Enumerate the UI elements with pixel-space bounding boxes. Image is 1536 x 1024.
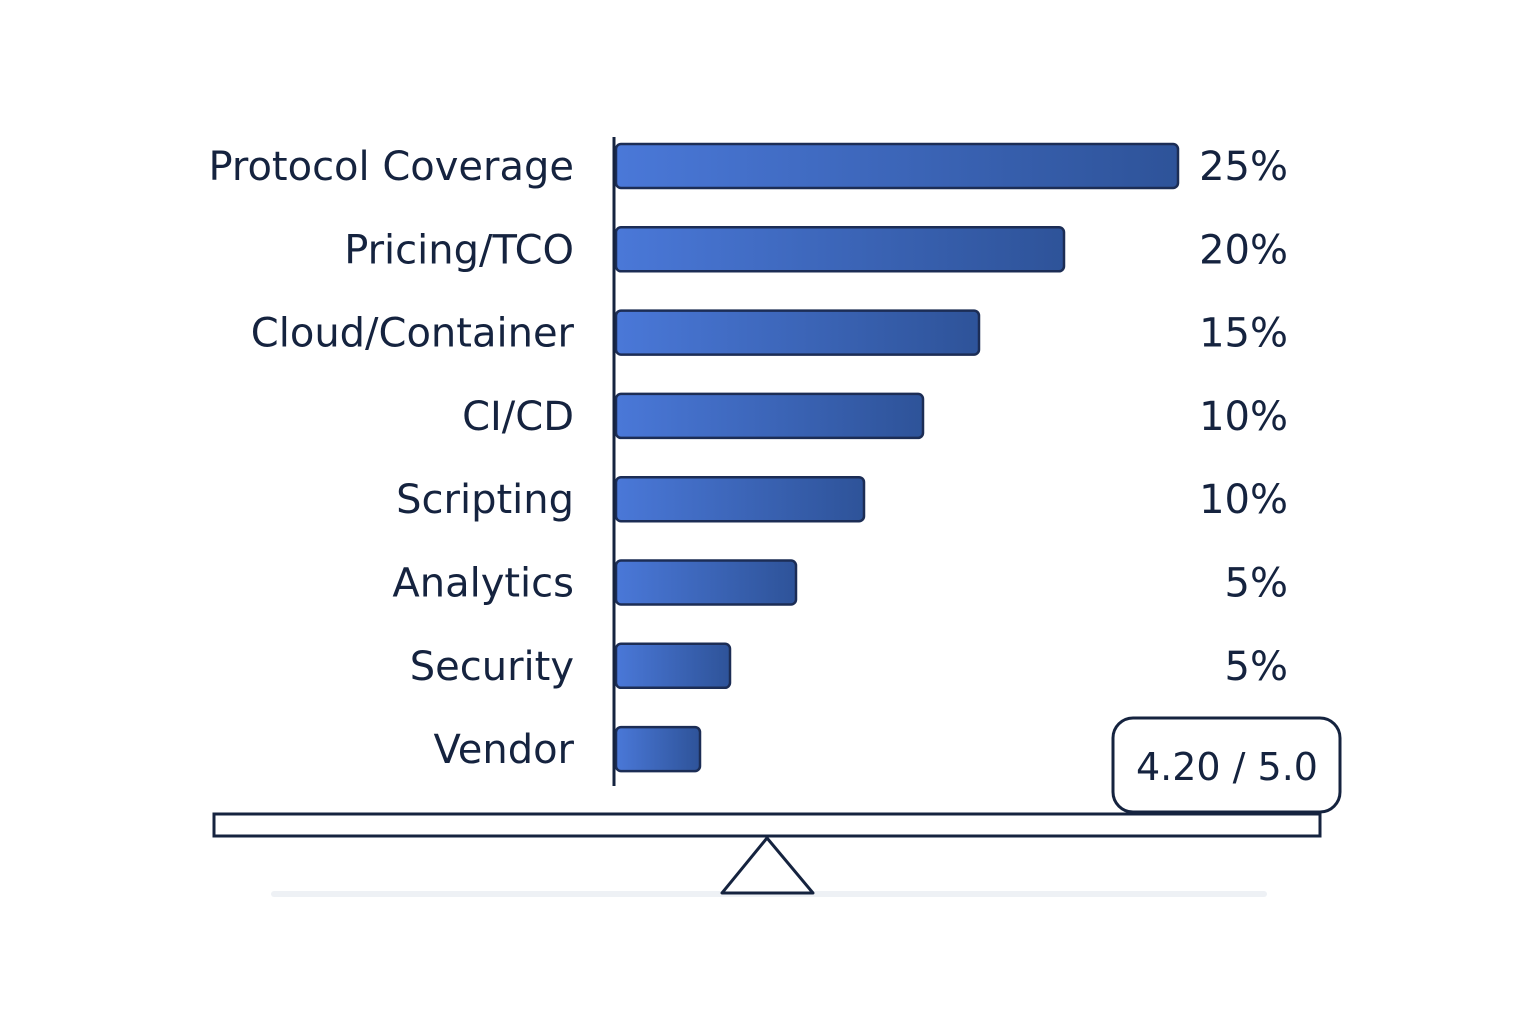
category-label: Protocol Coverage [208, 144, 574, 190]
bar-scripting [614, 475, 866, 523]
category-label: CI/CD [462, 394, 574, 440]
bar-protocol-coverage [614, 142, 1180, 190]
category-label: Vendor [433, 727, 574, 773]
bar-analytics [614, 559, 798, 606]
bar-security [614, 642, 732, 690]
value-label: 15% [1199, 311, 1288, 357]
bar-pricing-tco [614, 226, 1066, 273]
score-badge-text: 4.20 / 5.0 [1136, 745, 1318, 789]
value-label: 10% [1199, 394, 1288, 440]
value-label: 20% [1199, 227, 1288, 273]
bar-vendor [614, 725, 702, 773]
category-label: Security [410, 644, 574, 690]
scale-beam [212, 812, 1322, 838]
value-label: 10% [1199, 477, 1288, 523]
value-label: 5% [1225, 561, 1288, 607]
value-label: 25% [1199, 144, 1288, 190]
score-badge-box [1111, 716, 1342, 814]
category-labels: Protocol Coverage Pricing/TCO Cloud/Contai… [208, 144, 574, 773]
category-label: Cloud/Container [251, 311, 575, 357]
category-label: Analytics [392, 561, 574, 607]
category-label: Scripting [396, 477, 574, 523]
value-labels: 25% 20% 15% 10% 10% 5% 5% [1199, 144, 1288, 690]
score-badge: 4.20 / 5.0 [1111, 716, 1342, 814]
bar-cloud-container [614, 309, 981, 356]
bar-ci-cd [614, 392, 925, 440]
category-label: Pricing/TCO [344, 227, 574, 273]
bars-layer [614, 142, 1180, 773]
value-label: 5% [1225, 644, 1288, 690]
scale-fulcrum [720, 836, 815, 895]
